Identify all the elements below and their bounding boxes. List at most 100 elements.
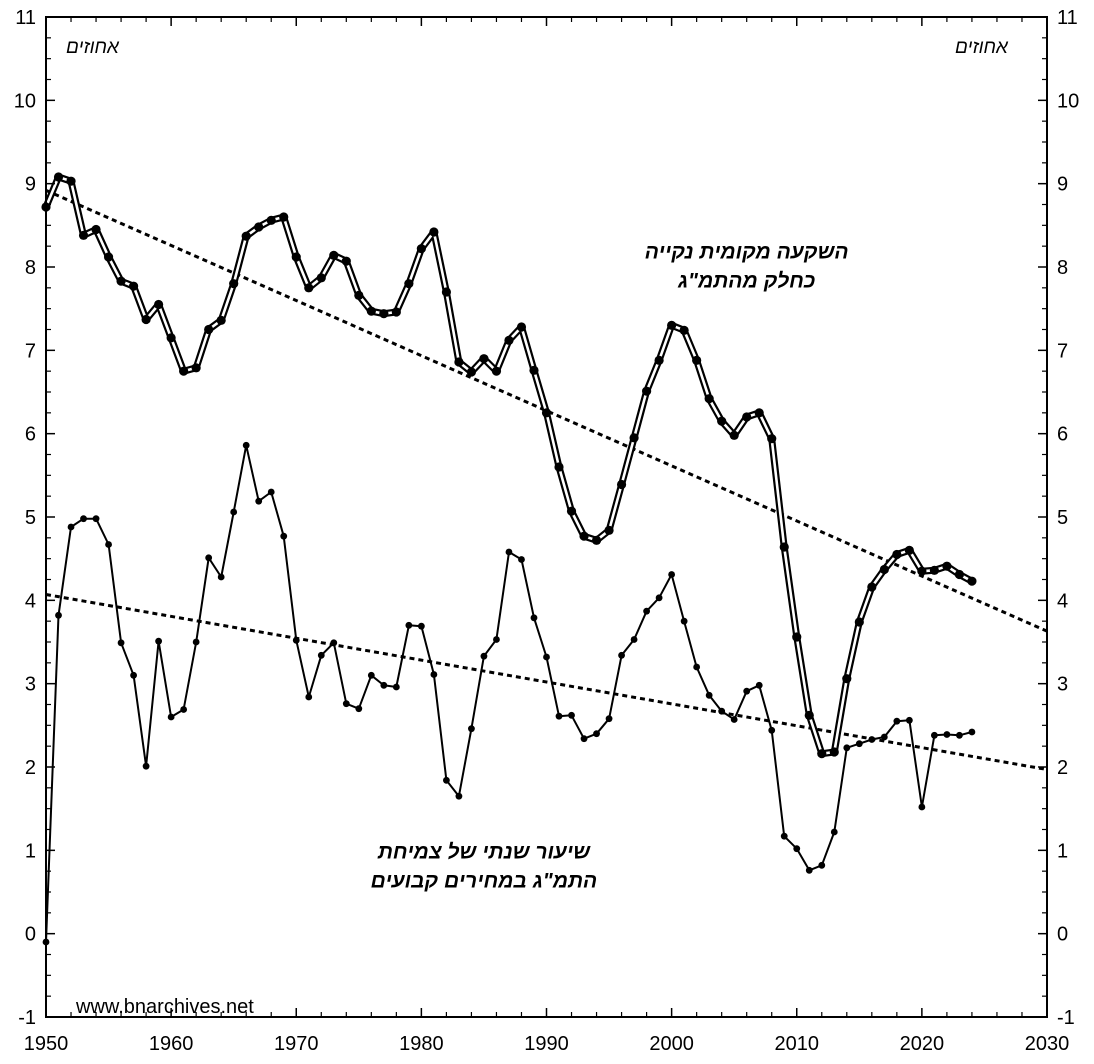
growth-point [943, 731, 951, 738]
investment-trend-line [45, 188, 1048, 633]
x-tick-label: 2020 [900, 1033, 945, 1055]
investment-point [116, 276, 126, 286]
x-tick-label: 1990 [524, 1033, 569, 1055]
growth-point [605, 715, 613, 723]
growth-point [818, 861, 826, 869]
investment-point [804, 710, 814, 720]
investment-point [66, 176, 76, 186]
y-tick-label-left: 3 [25, 674, 36, 696]
y-tick-label-right: 11 [1057, 7, 1078, 29]
investment-point [792, 632, 802, 642]
growth-point [655, 594, 663, 602]
growth-point [618, 651, 625, 659]
growth-point [743, 687, 751, 695]
investment-point [491, 366, 502, 376]
investment-point [254, 222, 264, 232]
growth-point [630, 636, 638, 643]
growth-point [568, 711, 575, 719]
investment-point [629, 433, 639, 443]
x-tick-label: 2000 [649, 1033, 694, 1055]
investment-annotation-line: כחלק מהתמ"ג [677, 270, 815, 293]
investment-point [154, 299, 164, 310]
growth-point [380, 681, 388, 689]
investment-point [304, 283, 314, 293]
y-tick-label-left: 0 [25, 924, 36, 946]
growth-point [693, 663, 701, 671]
investment-point [141, 314, 151, 325]
growth-point [230, 508, 238, 516]
y-tick-label-left: 5 [25, 507, 36, 529]
y-tick-label-right: -1 [1057, 1007, 1075, 1029]
y-tick-label-right: 5 [1057, 507, 1068, 529]
growth-point [705, 691, 713, 699]
investment-point [191, 363, 201, 373]
unit-label-left: אחוזים [66, 37, 120, 58]
growth-point [493, 636, 500, 643]
growth-point [830, 828, 838, 836]
y-tick-label-right: 3 [1057, 674, 1068, 696]
x-tick-label: 1980 [399, 1033, 444, 1055]
growth-point [905, 716, 913, 724]
investment-point [454, 357, 464, 367]
growth-point [305, 693, 313, 701]
growth-point [217, 573, 225, 581]
growth-point [843, 744, 851, 752]
investment-point [767, 434, 777, 444]
investment-point [103, 252, 114, 262]
growth-point [680, 617, 688, 625]
investment-point [616, 479, 627, 490]
investment-point [817, 749, 827, 759]
growth-point [67, 523, 75, 531]
investment-point [429, 227, 439, 237]
growth-point [280, 532, 288, 540]
investment-point [366, 306, 376, 316]
growth-point [718, 707, 726, 715]
investment-point [479, 354, 489, 364]
investment-point [566, 506, 577, 516]
growth-point [55, 611, 62, 619]
growth-point [730, 716, 738, 723]
growth-point [518, 556, 525, 563]
investment-point [954, 569, 965, 580]
investment-point [579, 531, 589, 541]
investment-point [904, 545, 914, 555]
investment-point [717, 416, 727, 426]
growth-point [455, 792, 463, 800]
investment-point [166, 333, 176, 343]
plot-frame [45, 16, 1048, 1018]
y-tick-label-left: -1 [18, 1007, 36, 1029]
y-tick-label-left: 6 [25, 424, 36, 446]
growth-point [505, 548, 513, 556]
watermark-text: www.bnarchives.net [75, 996, 254, 1018]
growth-point [580, 735, 588, 743]
investment-point [354, 290, 364, 300]
investment-point [879, 564, 889, 575]
y-tick-label-left: 2 [25, 757, 36, 779]
growth-point [868, 736, 876, 743]
y-tick-label-right: 10 [1057, 90, 1079, 112]
investment-point [179, 366, 189, 376]
investment-point [692, 355, 702, 365]
growth-point [317, 651, 325, 659]
investment-point [316, 273, 326, 283]
investment-point [679, 325, 689, 335]
growth-point [330, 639, 338, 647]
growth-point [555, 712, 563, 720]
growth-point [430, 671, 438, 678]
x-tick-label: 1960 [149, 1033, 194, 1055]
investment-point [541, 408, 552, 418]
growth-point [793, 845, 801, 853]
investment-point [466, 367, 477, 377]
growth-point [292, 636, 300, 644]
investment-point [241, 231, 251, 241]
growth-point [342, 700, 350, 708]
growth-point [480, 652, 488, 660]
growth-point [968, 728, 976, 736]
investment-point [379, 309, 389, 319]
growth-point [405, 621, 413, 629]
y-tick-label-left: 11 [15, 7, 36, 29]
investment-point [704, 394, 714, 404]
trendlines-layer [45, 188, 1048, 771]
y-tick-label-right: 6 [1057, 424, 1068, 446]
